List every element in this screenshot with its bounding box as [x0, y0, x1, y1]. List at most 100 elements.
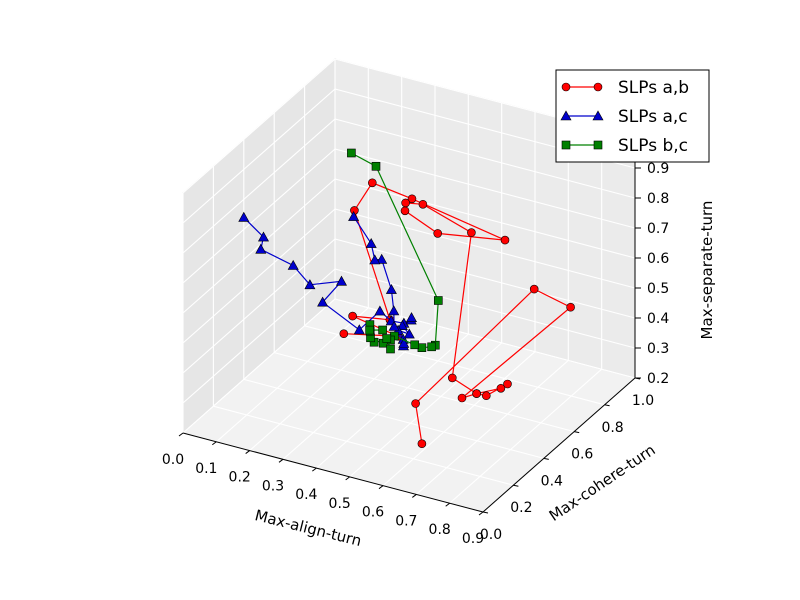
- data-point: [367, 178, 377, 188]
- z-tick-label: 0.5: [647, 281, 669, 297]
- data-point: [427, 342, 436, 352]
- data-point: [472, 389, 481, 398]
- y-tick-label: 1.0: [632, 393, 654, 409]
- series-2: [347, 148, 443, 354]
- data-point: [410, 340, 420, 350]
- data-point: [405, 312, 418, 323]
- data-point: [467, 228, 476, 237]
- y-tick-label: 0.8: [601, 420, 623, 436]
- legend-marker-bc: [593, 140, 603, 150]
- x-tick-label: 0.8: [429, 522, 451, 538]
- y-tick-label: 0.6: [571, 447, 593, 463]
- legend-marker-ac: [592, 110, 604, 121]
- x-tick-label: 0.0: [162, 452, 184, 468]
- x-tick: [478, 511, 484, 516]
- x-tick: [312, 467, 317, 472]
- x-tick: [345, 476, 350, 481]
- y-axis-line: [482, 377, 636, 513]
- z-axis-label: Max-separate-turn: [698, 201, 716, 340]
- legend-entry-ab: SLPs a,b: [561, 78, 689, 98]
- legend-label-bc: SLPs b,c: [618, 136, 688, 156]
- data-point: [385, 283, 397, 294]
- legend-marker-bc: [561, 140, 571, 150]
- data-point: [388, 320, 400, 331]
- data-point: [417, 439, 427, 449]
- data-point: [418, 200, 428, 209]
- legend-entry-ac: SLPs a,c: [560, 107, 688, 127]
- x-tick: [212, 441, 217, 446]
- data-point: [339, 329, 349, 339]
- x-tick: [412, 494, 417, 498]
- legend-marker-ab: [561, 82, 571, 92]
- grid-line: [182, 238, 336, 374]
- grid-line: [449, 368, 603, 504]
- z-tick-label: 0.3: [647, 341, 669, 357]
- data-point: [411, 399, 420, 408]
- data-point: [365, 237, 377, 248]
- y-tick-label: 0.4: [541, 473, 563, 489]
- grid-line: [243, 378, 544, 459]
- grid-line: [315, 333, 469, 469]
- legend-marker-ac: [560, 110, 572, 121]
- data-point: [353, 324, 365, 335]
- data-point: [417, 343, 427, 353]
- data-point: [503, 379, 512, 389]
- x-tick: [278, 458, 284, 463]
- grid-line: [282, 324, 436, 460]
- legend-label-ab: SLPs a,b: [618, 78, 689, 98]
- y-tick-label: 0.2: [510, 500, 532, 516]
- data-point: [433, 296, 443, 305]
- grid-line: [334, 118, 636, 199]
- series-1: [238, 210, 418, 351]
- x-tick: [445, 502, 450, 507]
- data-point: [287, 259, 299, 270]
- data-point: [257, 231, 270, 242]
- x-tick-label: 0.3: [262, 478, 284, 494]
- data-point: [347, 148, 356, 158]
- data-point: [238, 211, 250, 222]
- y-tick: [482, 511, 489, 514]
- data-point: [403, 328, 415, 339]
- x-axis-line: [182, 432, 484, 513]
- grid-line: [415, 360, 569, 495]
- data-point: [371, 162, 381, 171]
- y-tick: [513, 484, 519, 487]
- x-tick-label: 0.4: [295, 487, 317, 503]
- data-point: [382, 334, 392, 343]
- data-point: [378, 325, 387, 335]
- x-tick-label: 0.2: [229, 470, 251, 486]
- data-point: [396, 320, 408, 331]
- grid-lines: [182, 58, 636, 513]
- grid-line: [334, 178, 636, 259]
- grid-line: [182, 88, 336, 224]
- grid-line: [182, 58, 336, 194]
- legend-marker-ab: [593, 82, 603, 92]
- grid-line: [274, 352, 575, 433]
- x-tick-label: 0.1: [195, 461, 217, 477]
- data-point: [348, 210, 360, 221]
- series-layer: [238, 148, 575, 449]
- data-point: [407, 194, 417, 204]
- y-tick: [543, 457, 549, 460]
- grid-line: [182, 178, 336, 314]
- grid-line: [382, 351, 536, 487]
- grid-line: [213, 405, 514, 486]
- grid-line: [182, 148, 336, 284]
- x-tick-label: 0.9: [462, 531, 484, 547]
- grid-line: [182, 208, 336, 344]
- data-point: [529, 284, 539, 294]
- x-tick: [178, 432, 184, 437]
- data-point: [335, 275, 348, 286]
- z-tick-label: 0.8: [647, 191, 669, 207]
- axis-ticks: 0.00.10.20.30.40.50.60.70.80.90.00.20.40…: [162, 131, 669, 547]
- x-tick-label: 0.7: [395, 513, 417, 529]
- grid-line: [349, 342, 503, 478]
- data-point: [388, 305, 400, 316]
- y-tick: [604, 404, 610, 407]
- data-point: [566, 302, 575, 312]
- data-point: [447, 373, 457, 383]
- grid-line: [334, 298, 636, 379]
- data-point: [376, 253, 388, 264]
- data-point: [255, 243, 267, 254]
